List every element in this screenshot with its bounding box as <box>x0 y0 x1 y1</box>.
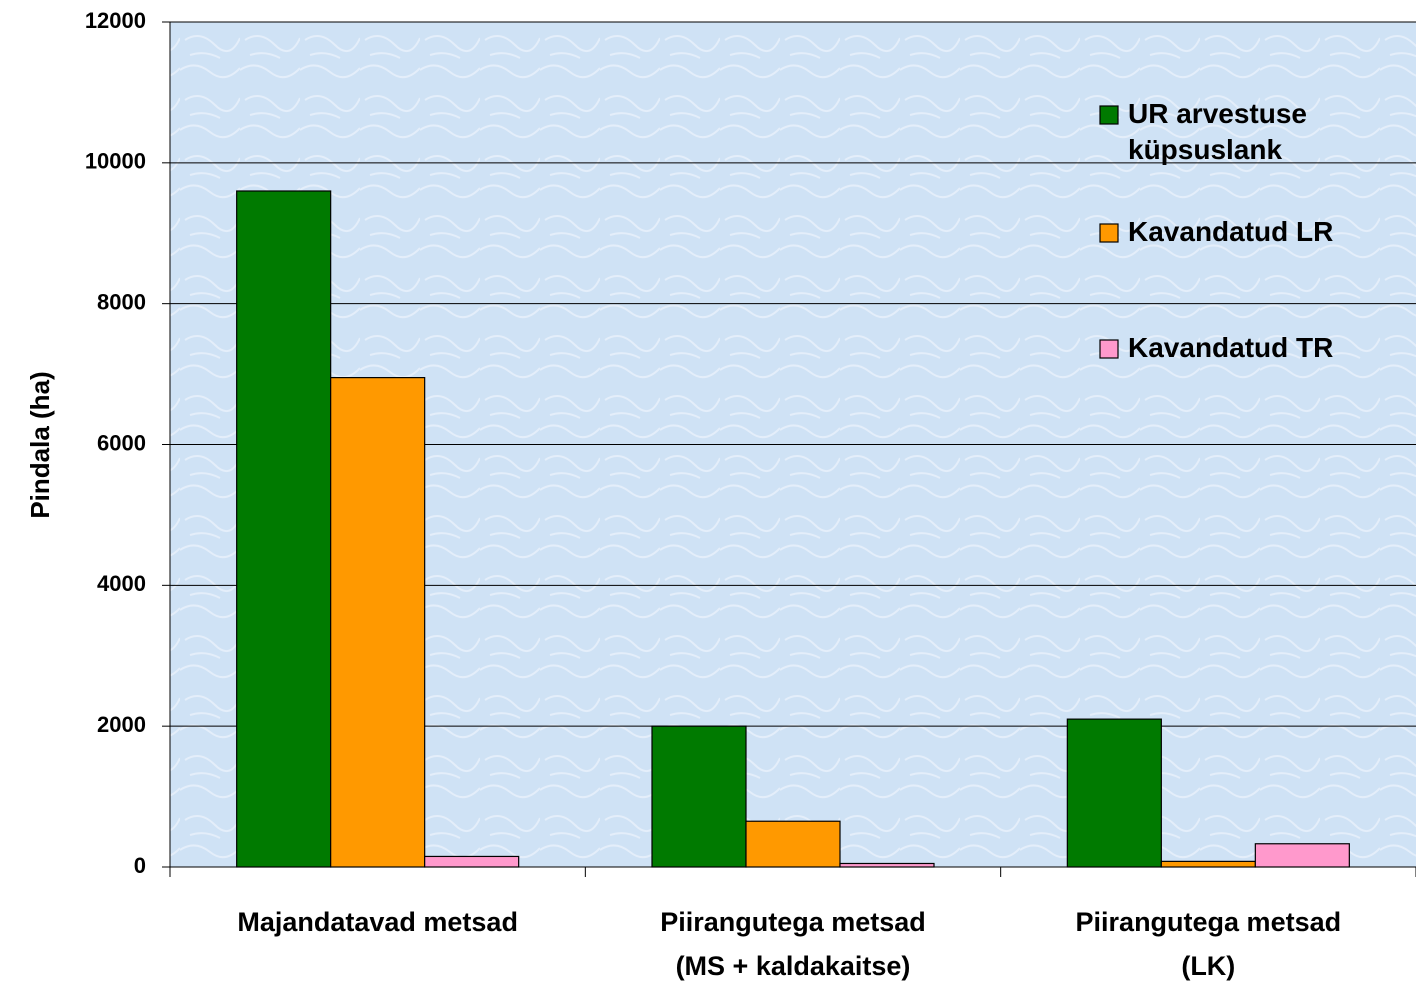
bar <box>424 855 520 868</box>
y-tick-label: 8000 <box>97 289 146 314</box>
bar <box>1066 718 1162 868</box>
bar <box>236 190 332 868</box>
x-tick-label: Piirangutega metsad (MS + kaldakaitse) <box>660 907 926 981</box>
legend-label: Kavandatud TR <box>1128 332 1334 363</box>
y-tick-label: 0 <box>134 853 146 878</box>
legend-label: UR arvestuse küpsuslank <box>1128 98 1307 165</box>
y-tick-label: 6000 <box>97 430 146 455</box>
bar <box>651 725 747 868</box>
x-tick-label: Piirangutega metsad (LK) <box>1075 907 1342 981</box>
y-tick-label: 12000 <box>85 8 146 33</box>
y-tick-label: 4000 <box>97 571 146 596</box>
legend-swatch <box>1099 105 1119 125</box>
y-tick-label: 2000 <box>97 712 146 737</box>
bar <box>330 377 426 868</box>
bar <box>839 862 935 868</box>
bar <box>745 820 841 868</box>
legend-label: Kavandatud LR <box>1128 216 1334 247</box>
y-axis-label: Pindala (ha) <box>25 371 55 518</box>
legend-swatch <box>1099 339 1119 359</box>
y-tick-label: 10000 <box>85 149 146 174</box>
bar <box>1160 860 1256 868</box>
legend-swatch <box>1099 223 1119 243</box>
bar <box>1254 843 1350 868</box>
x-tick-label: Majandatavad metsad <box>237 907 518 937</box>
